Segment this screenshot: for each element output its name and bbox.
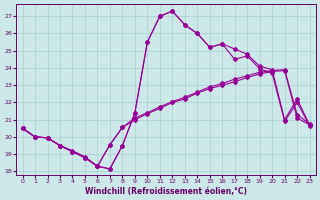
X-axis label: Windchill (Refroidissement éolien,°C): Windchill (Refroidissement éolien,°C) <box>85 187 247 196</box>
